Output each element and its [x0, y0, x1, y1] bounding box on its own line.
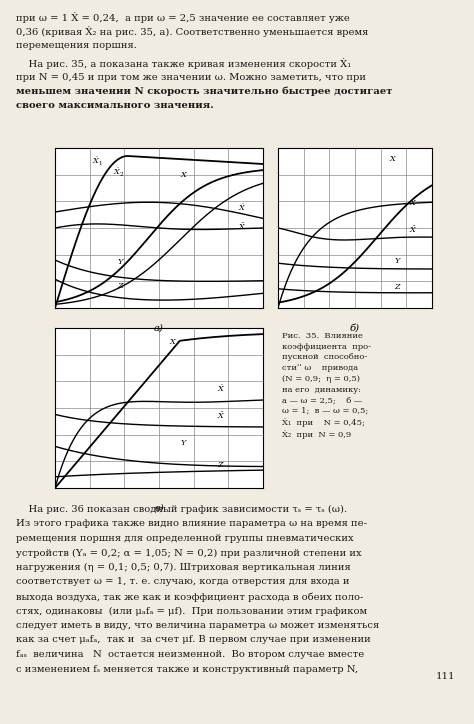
Text: $Z$: $Z$ — [217, 460, 225, 469]
Text: перемещения поршня.: перемещения поршня. — [16, 41, 137, 50]
Text: Рис.  35.  Влияние
коэффициента  про-
пускной  способно-
стиʹʹ ω    привода
(N =: Рис. 35. Влияние коэффициента про- пускн… — [282, 332, 371, 439]
Text: $Y$: $Y$ — [118, 257, 125, 266]
Text: в): в) — [154, 504, 164, 513]
Text: $Y$: $Y$ — [180, 438, 188, 447]
Text: $\dot{X}_2$: $\dot{X}_2$ — [113, 167, 125, 180]
Text: с изменением fₛ меняется также и конструктивный параметр N,: с изменением fₛ меняется также и констру… — [16, 665, 358, 673]
Text: $Y$: $Y$ — [393, 256, 401, 265]
Text: следует иметь в виду, что величина параметра ω может изменяться: следует иметь в виду, что величина парам… — [16, 621, 379, 630]
Text: 0,36 (кривая Ẋ₂ на рис. 35, а). Соответственно уменьшается время: 0,36 (кривая Ẋ₂ на рис. 35, а). Соответс… — [16, 27, 368, 38]
Text: $\dot{X}$: $\dot{X}$ — [238, 203, 246, 214]
Text: $\ddot{X}$: $\ddot{X}$ — [217, 411, 226, 421]
Text: На рис. 35, а показана также кривая изменения скорости Ẋ₁: На рис. 35, а показана также кривая изме… — [16, 58, 351, 69]
Text: $\dot{X}_1$: $\dot{X}_1$ — [92, 156, 103, 168]
Text: меньшем значении N скорость значительно быстрее достигает: меньшем значении N скорость значительно … — [16, 87, 392, 96]
Text: как за счет μₐfₐ,  так и  за счет μf. В первом случае при изменении: как за счет μₐfₐ, так и за счет μf. В пе… — [16, 636, 371, 644]
Text: а): а) — [154, 324, 164, 333]
Text: выхода воздуха, так же как и коэффициент расхода в обеих поло-: выхода воздуха, так же как и коэффициент… — [16, 592, 364, 602]
Text: fₐₛ  величина   N  остается неизменной.  Во втором случае вместе: fₐₛ величина N остается неизменной. Во в… — [16, 650, 364, 659]
Text: $Z$: $Z$ — [118, 281, 125, 290]
Text: $\ddot{X}$: $\ddot{X}$ — [238, 222, 246, 232]
Text: $Z$: $Z$ — [393, 282, 401, 291]
Text: $X$: $X$ — [169, 337, 178, 346]
Text: $\dot{X}$: $\dot{X}$ — [409, 197, 418, 208]
Text: ремещения поршня для определенной группы пневматических: ремещения поршня для определенной группы… — [16, 534, 354, 543]
Text: Из этого графика также видно влияние параметра ω на время пе-: Из этого графика также видно влияние пар… — [16, 520, 367, 529]
Text: На рис. 36 показан сводный график зависимости τₛ = τₛ (ω).: На рис. 36 показан сводный график зависи… — [16, 505, 347, 514]
Text: своего максимального значения.: своего максимального значения. — [16, 101, 214, 111]
Text: $\dot{X}$: $\dot{X}$ — [217, 383, 226, 394]
Text: соответствует ω = 1, т. е. случаю, когда отверстия для входа и: соответствует ω = 1, т. е. случаю, когда… — [16, 578, 349, 586]
Text: нагружения (η = 0,1; 0,5; 0,7). Штриховая вертикальная линия: нагружения (η = 0,1; 0,5; 0,7). Штрихова… — [16, 563, 351, 572]
Text: $\ddot{X}$: $\ddot{X}$ — [409, 224, 418, 235]
Text: стях, одинаковы  (или μₐfₐ = μf).  При пользовании этим графиком: стях, одинаковы (или μₐfₐ = μf). При пол… — [16, 607, 367, 615]
Text: $X$: $X$ — [389, 153, 397, 163]
Text: при N = 0,45 и при том же значении ω. Можно заметить, что при: при N = 0,45 и при том же значении ω. Мо… — [16, 72, 366, 82]
Text: б): б) — [350, 324, 360, 333]
Text: $X$: $X$ — [180, 170, 188, 180]
Text: устройств (Yₐ = 0,2; α = 1,05; N = 0,2) при различной степени их: устройств (Yₐ = 0,2; α = 1,05; N = 0,2) … — [16, 549, 362, 557]
Text: при ω = 1 Ẋ = 0,24,  а при ω = 2,5 значение ее составляет уже: при ω = 1 Ẋ = 0,24, а при ω = 2,5 значен… — [16, 12, 350, 23]
Text: 111: 111 — [436, 672, 455, 681]
